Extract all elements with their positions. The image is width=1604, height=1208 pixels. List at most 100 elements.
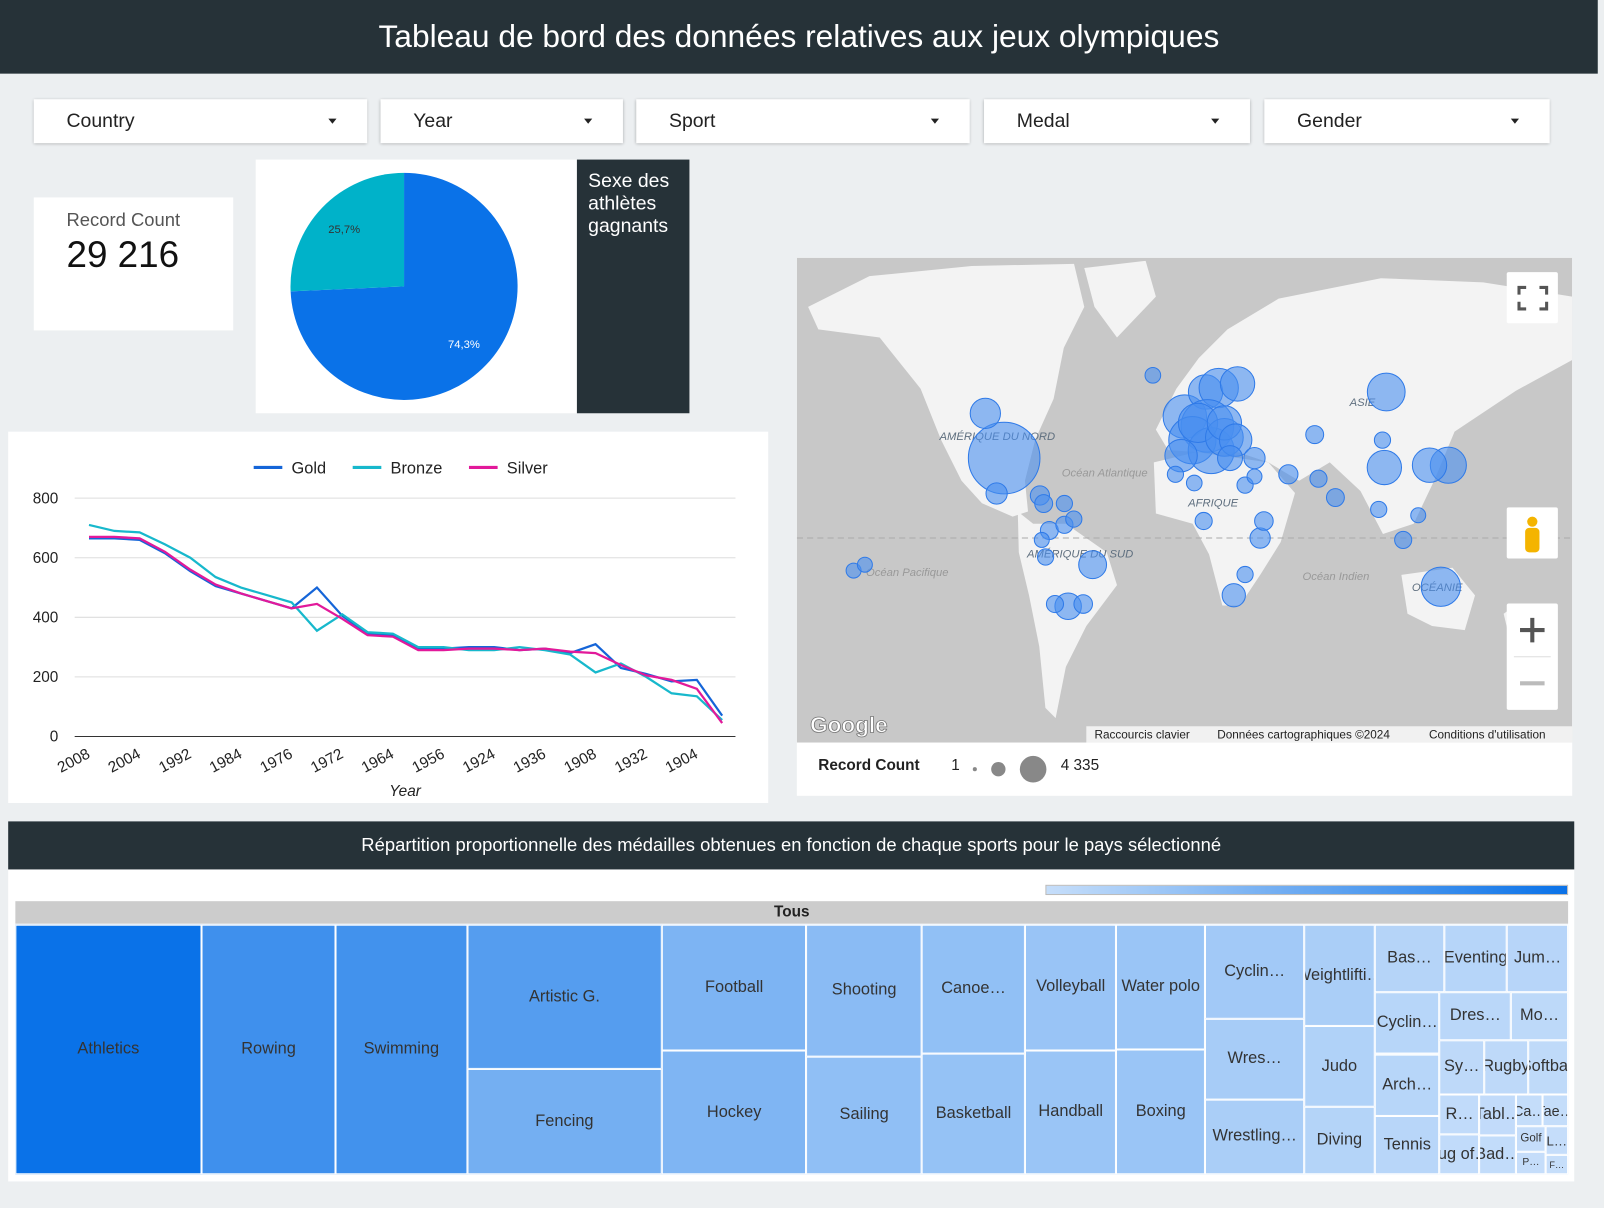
- filter-dropdown[interactable]: Sport: [636, 99, 970, 144]
- bubble: [1166, 465, 1185, 483]
- bubble: [1325, 488, 1345, 508]
- map-panel: AMÉRIQUE DU NORD Océan Atlantique AFRIQU…: [796, 257, 1573, 796]
- y-tick-label: 200: [33, 669, 59, 686]
- treemap-cell[interactable]: Tabl…: [1479, 1094, 1517, 1136]
- treemap-cell[interactable]: L…: [1545, 1126, 1569, 1156]
- treemap-cell[interactable]: Canoe…: [921, 924, 1026, 1055]
- treemap-cell[interactable]: Shooting: [806, 924, 922, 1057]
- treemap-cell[interactable]: Arch…: [1374, 1054, 1440, 1117]
- treemap-cell[interactable]: Tug of…: [1439, 1134, 1480, 1175]
- pie-panel: 74,3% 25,7%: [255, 159, 577, 414]
- treemap-title: Répartition proportionnelle des médaille…: [8, 821, 1575, 870]
- pegman-head: [1527, 516, 1538, 527]
- bubble: [1366, 449, 1403, 486]
- filter-dropdown[interactable]: Gender: [1264, 99, 1550, 144]
- treemap-cell[interactable]: Sy…: [1439, 1039, 1484, 1095]
- series-line: [88, 523, 723, 721]
- treemap-cell[interactable]: Handball: [1025, 1050, 1117, 1175]
- treemap-cell[interactable]: Boxing: [1116, 1049, 1206, 1175]
- bubble: [1305, 425, 1325, 445]
- filter-dropdown[interactable]: Country: [33, 99, 368, 144]
- treemap-cell[interactable]: Athletics: [15, 924, 202, 1175]
- map-logo: Google: [810, 712, 888, 737]
- map[interactable]: AMÉRIQUE DU NORD Océan Atlantique AFRIQU…: [796, 257, 1573, 743]
- zoom-in[interactable]: [1520, 617, 1545, 643]
- bubble: [1411, 447, 1448, 483]
- x-tick-label: 1972: [308, 745, 346, 776]
- bubble: [1073, 594, 1094, 614]
- x-tick-label: 1924: [460, 745, 499, 776]
- treemap-cell[interactable]: R…: [1439, 1094, 1480, 1135]
- pie-slice: [290, 172, 405, 292]
- scorecard-label: Record Count: [66, 209, 181, 231]
- treemap-cell[interactable]: Golf: [1516, 1126, 1546, 1152]
- treemap-cell[interactable]: P…: [1516, 1151, 1546, 1175]
- treemap-cell[interactable]: Softball: [1527, 1039, 1569, 1095]
- bubble: [1420, 566, 1461, 607]
- pie-slice: [290, 172, 518, 400]
- treemap-cell[interactable]: Artistic G.: [467, 924, 662, 1070]
- x-tick-label: 1992: [156, 745, 194, 776]
- treemap-cell[interactable]: Dres…: [1439, 991, 1512, 1040]
- treemap-cell[interactable]: Water polo: [1116, 924, 1206, 1050]
- legend-max: 4 335: [1061, 757, 1099, 774]
- treemap-cell[interactable]: Tae…: [1542, 1094, 1569, 1127]
- treemap-cell[interactable]: Diving: [1304, 1107, 1375, 1175]
- treemap-cell[interactable]: Judo: [1304, 1026, 1375, 1108]
- treemap-cell[interactable]: Ca…: [1516, 1094, 1543, 1127]
- y-tick-label: 800: [33, 490, 59, 507]
- map-label: Océan Pacifique: [866, 567, 949, 579]
- bubble: [1370, 500, 1388, 519]
- attribution: Données cartographiques ©2024: [1217, 729, 1390, 742]
- treemap-cell[interactable]: Wrestling…: [1205, 1099, 1305, 1175]
- x-axis-title: Year: [389, 783, 421, 800]
- treemap-cell[interactable]: Wres…: [1205, 1018, 1305, 1100]
- fullscreen-button[interactable]: [1506, 272, 1558, 324]
- header-title: Tableau de bord des données relatives au…: [0, 0, 1598, 74]
- treemap-cell[interactable]: Mo…: [1511, 991, 1569, 1040]
- treemap-cell[interactable]: Hockey: [661, 1050, 807, 1175]
- fullscreen-icon: [1517, 285, 1549, 311]
- filter-dropdown[interactable]: Medal: [984, 99, 1250, 144]
- bubble: [1236, 565, 1254, 584]
- treemap-panel: Tous Athletics Rowing Swimming Artistic G. F…: [8, 869, 1575, 1182]
- treemap-cell[interactable]: Jum…: [1507, 924, 1569, 992]
- treemap-cell[interactable]: Bas…: [1374, 924, 1445, 992]
- treemap-cell[interactable]: F…: [1545, 1155, 1569, 1175]
- x-tick-label: 1956: [409, 745, 447, 776]
- treemap-cell[interactable]: Volleyball: [1025, 924, 1117, 1051]
- treemap-cell[interactable]: Tennis: [1374, 1116, 1440, 1175]
- slice-label: 25,7%: [328, 224, 360, 236]
- treemap-cell[interactable]: Cyclin…: [1205, 924, 1305, 1019]
- x-tick-label: 1976: [257, 745, 295, 776]
- bubble: [1373, 431, 1392, 449]
- treemap-cell[interactable]: Bad…: [1479, 1135, 1517, 1175]
- treemap-cell[interactable]: Eventing: [1444, 924, 1508, 992]
- treemap-cell[interactable]: Football: [661, 924, 807, 1051]
- bubble: [1194, 511, 1213, 531]
- bubble: [969, 397, 1001, 430]
- treemap-cell[interactable]: Cyclin…: [1374, 991, 1440, 1055]
- treemap-root: Tous: [15, 901, 1569, 924]
- treemap-cell[interactable]: Basketball: [921, 1054, 1026, 1175]
- map-label: AFRIQUE: [1187, 497, 1239, 509]
- bubble: [1254, 511, 1274, 531]
- bubble: [1219, 366, 1256, 402]
- x-tick-label: 2008: [55, 745, 93, 776]
- treemap-cell[interactable]: Swimming: [335, 924, 468, 1175]
- legend-title: Record Count: [818, 757, 919, 774]
- treemap-cell[interactable]: Sailing: [806, 1056, 922, 1175]
- slice-label: 74,3%: [448, 339, 480, 351]
- filter-dropdown[interactable]: Year: [380, 99, 623, 144]
- bubble: [1055, 494, 1074, 513]
- treemap-cell[interactable]: Fencing: [467, 1069, 662, 1175]
- treemap-cell[interactable]: Rugby: [1483, 1039, 1528, 1095]
- treemap-cell[interactable]: Weightlifti…: [1304, 924, 1375, 1027]
- filter-label: Gender: [1297, 109, 1362, 132]
- attribution[interactable]: Conditions d'utilisation: [1429, 729, 1546, 742]
- x-tick-label: 2004: [105, 745, 144, 776]
- treemap-cell[interactable]: Rowing: [201, 924, 336, 1175]
- attribution[interactable]: Raccourcis clavier: [1095, 729, 1190, 742]
